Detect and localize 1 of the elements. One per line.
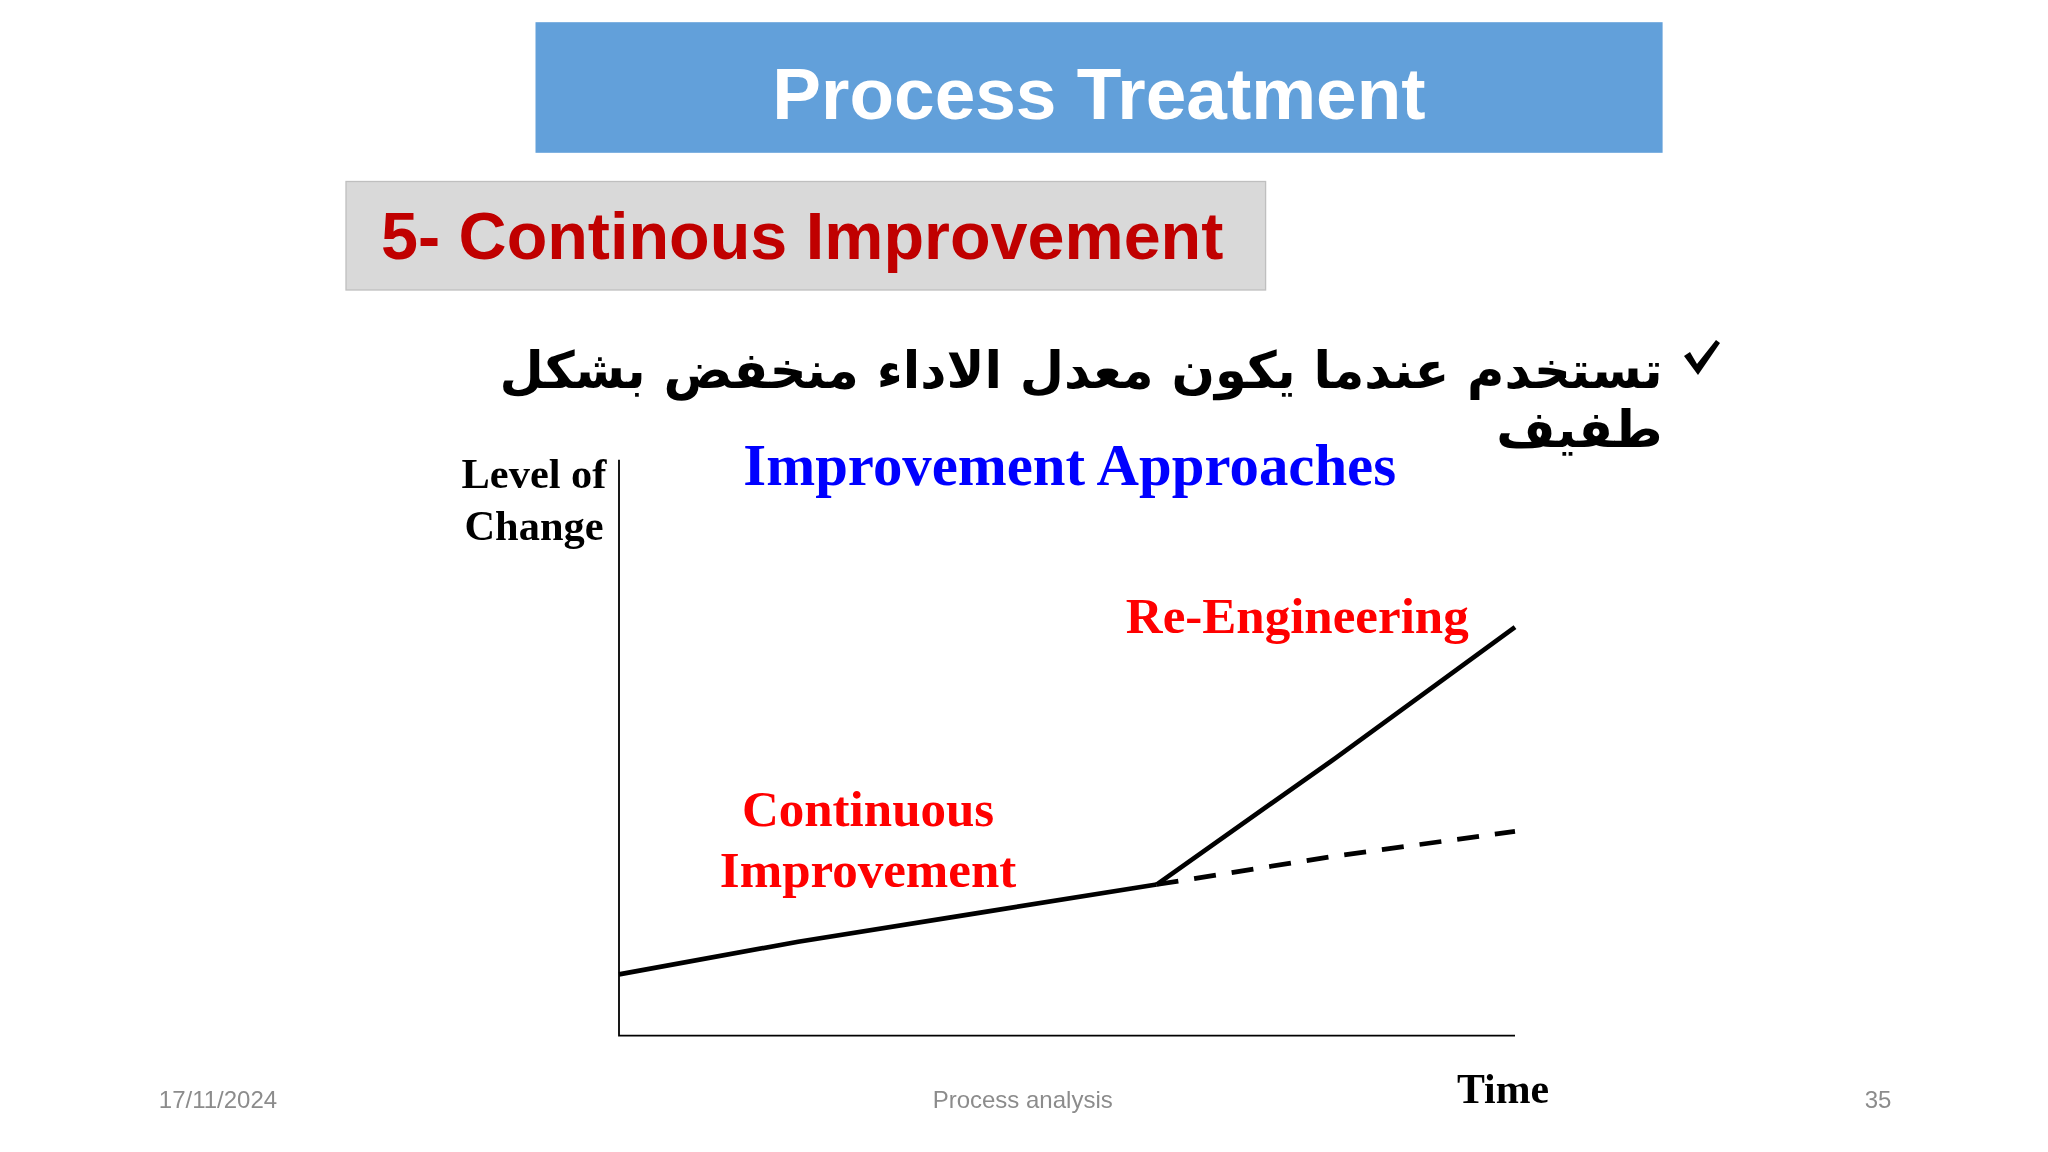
heading: 5- Continous Improvement	[381, 198, 1224, 275]
